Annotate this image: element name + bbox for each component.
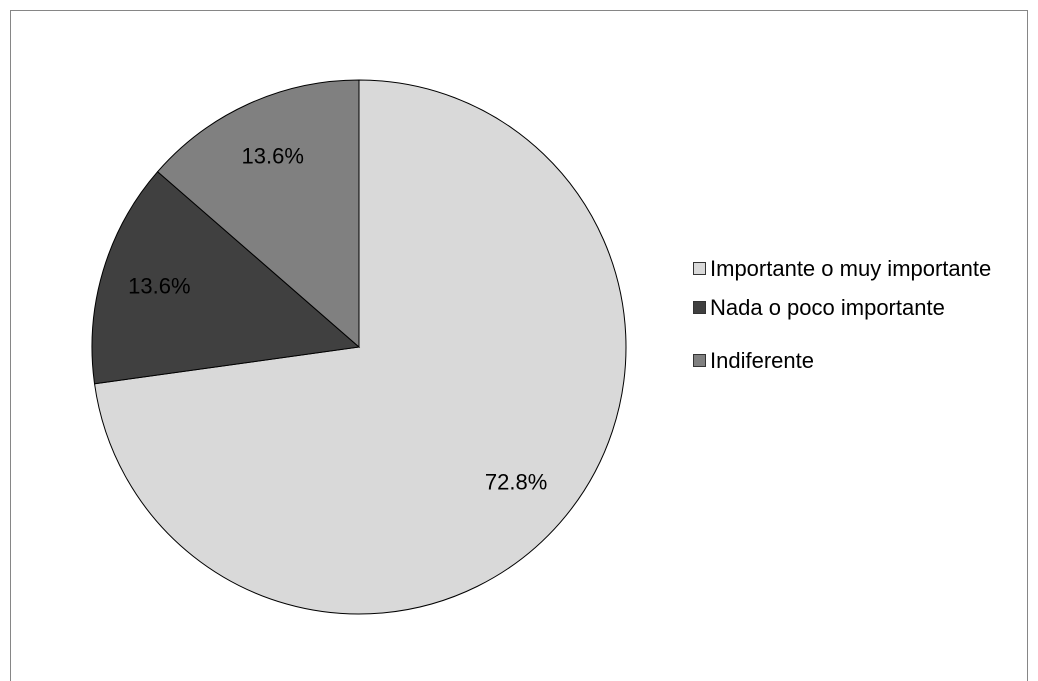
pie-slice	[91, 170, 361, 385]
pie-slice	[156, 79, 360, 349]
legend-item: Indiferente	[693, 346, 1013, 375]
legend-item: Importante o muy importante	[693, 254, 1013, 283]
legend-swatch	[693, 262, 706, 275]
chart-border	[10, 10, 1028, 681]
legend: Importante o muy importante Nada o poco i…	[693, 254, 1013, 375]
legend-label: Importante o muy importante	[710, 256, 992, 281]
data-label: 72.8%	[485, 470, 547, 495]
legend-swatch	[693, 301, 706, 314]
legend-swatch	[693, 354, 706, 367]
data-label: 13.6%	[128, 273, 190, 298]
pie-slice	[93, 79, 627, 615]
legend-item: Nada o poco importante	[693, 293, 1013, 322]
legend-label: Indiferente	[710, 348, 814, 373]
data-label: 13.6%	[242, 143, 304, 168]
legend-label: Nada o poco importante	[710, 295, 945, 320]
